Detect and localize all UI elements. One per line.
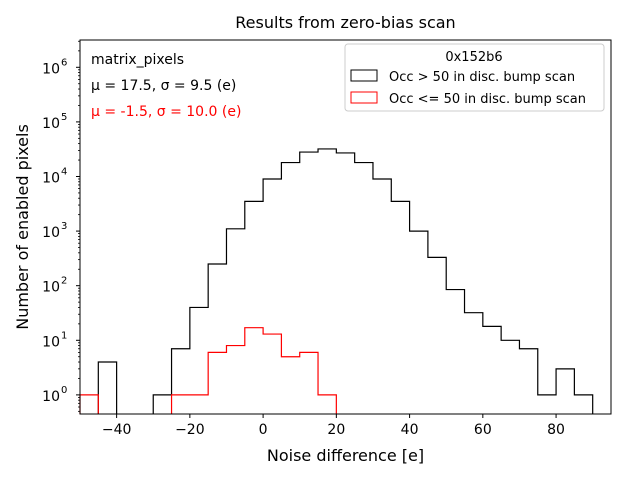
y-tick-label: 10 bbox=[42, 225, 60, 241]
x-axis-label: Noise difference [e] bbox=[267, 446, 424, 465]
x-tick-label: 80 bbox=[547, 422, 565, 438]
y-tick-exponent: 1 bbox=[61, 330, 67, 341]
annotation-dataset-name: matrix_pixels bbox=[91, 52, 184, 68]
legend-swatch-red bbox=[350, 91, 378, 104]
y-tick-label: 10 bbox=[42, 334, 60, 350]
y-tick-label: 10 bbox=[42, 389, 60, 405]
y-tick-exponent: 6 bbox=[61, 57, 67, 68]
y-tick-label: 10 bbox=[42, 61, 60, 77]
legend-swatch-black bbox=[350, 69, 378, 82]
y-tick-exponent: 5 bbox=[61, 112, 67, 123]
x-tick-label: 20 bbox=[327, 422, 345, 438]
legend-label-black: Occ > 50 in disc. bump scan bbox=[389, 70, 575, 85]
annotation-stats-black: μ = 17.5, σ = 9.5 (e) bbox=[91, 78, 236, 94]
plot-frame bbox=[79, 39, 612, 415]
y-tick-exponent: 0 bbox=[61, 385, 67, 396]
legend-box bbox=[344, 43, 605, 112]
histogram-step-segment bbox=[170, 327, 337, 414]
histogram-step-segment bbox=[152, 148, 594, 414]
y-tick-exponent: 2 bbox=[61, 276, 67, 287]
y-tick-label: 10 bbox=[42, 116, 60, 132]
x-tick-label: 40 bbox=[401, 422, 419, 438]
y-tick-exponent: 4 bbox=[61, 167, 67, 178]
histogram-step-segment bbox=[97, 361, 118, 414]
legend: 0x152b6 Occ > 50 in disc. bump scan Occ … bbox=[344, 43, 605, 112]
x-tick-label: −40 bbox=[102, 422, 132, 438]
y-tick-exponent: 3 bbox=[61, 221, 67, 232]
legend-label-red: Occ <= 50 in disc. bump scan bbox=[389, 92, 586, 107]
y-axis-label: Number of enabled pixels bbox=[13, 124, 32, 330]
x-tick-label: −20 bbox=[175, 422, 205, 438]
series-occ-gt-50 bbox=[97, 148, 594, 414]
chart-title: Results from zero-bias scan bbox=[235, 13, 455, 32]
x-tick-label: 60 bbox=[474, 422, 492, 438]
y-tick-label: 10 bbox=[42, 280, 60, 296]
legend-title: 0x152b6 bbox=[445, 50, 502, 65]
annotation-block: matrix_pixels μ = 17.5, σ = 9.5 (e) μ = … bbox=[91, 52, 241, 120]
x-tick-label: 0 bbox=[259, 422, 268, 438]
y-tick-label: 10 bbox=[42, 171, 60, 187]
annotation-stats-red: μ = -1.5, σ = 10.0 (e) bbox=[91, 104, 241, 120]
